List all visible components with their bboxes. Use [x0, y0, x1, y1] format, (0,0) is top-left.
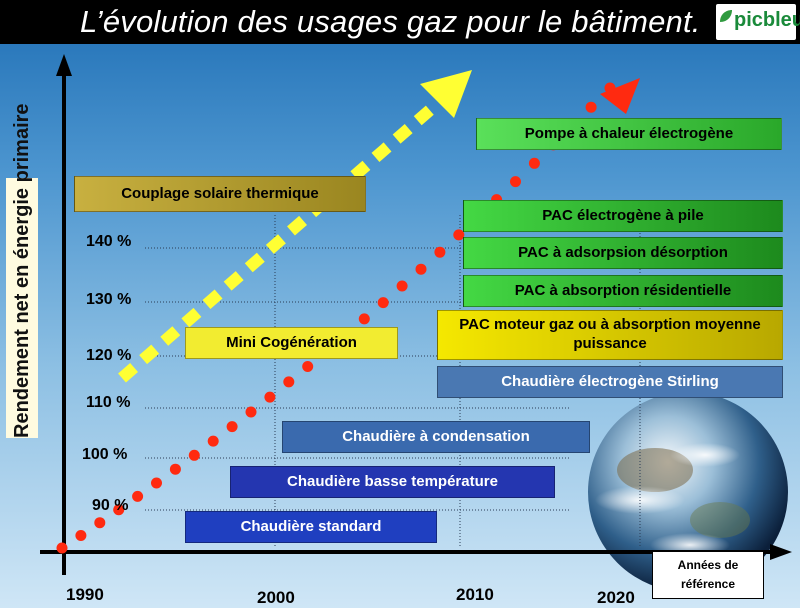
- bar-chaudiere-standard: Chaudière standard: [185, 511, 437, 543]
- curve-dot: [207, 435, 219, 447]
- bar-mini-cogeneration: Mini Cogénération: [185, 327, 398, 359]
- bar-pac-absorption-residentielle: PAC à absorption résidentielle: [463, 275, 783, 307]
- logo: picbleu: [716, 4, 800, 40]
- y-tick-90: 90 %: [92, 497, 129, 514]
- x-axis-arrow-icon: [770, 544, 792, 560]
- curve-dot: [188, 449, 200, 461]
- curve-dot: [56, 542, 68, 554]
- curve-dot: [302, 361, 314, 372]
- x-tick-2020: 2020: [597, 588, 635, 607]
- bar-chaudiere-basse-temperature: Chaudière basse température: [230, 466, 555, 498]
- y-tick-100: 100 %: [82, 446, 128, 463]
- curve-dot: [264, 391, 276, 403]
- y-axis-label: Rendement net en énergie primaire: [6, 103, 38, 438]
- curve-dot: [245, 406, 257, 418]
- curve-dot: [453, 229, 465, 241]
- bar-chaudiere-condensation: Chaudière à condensation: [282, 421, 590, 453]
- curve-dot: [94, 517, 106, 529]
- curve-dot: [283, 376, 295, 388]
- title-bar: L’évolution des usages gaz pour le bâtim…: [0, 0, 800, 44]
- red-arrowhead-icon: [600, 78, 640, 114]
- y-tick-120: 120 %: [86, 347, 132, 364]
- curve-dot: [585, 101, 597, 113]
- logo-text: picbleu: [734, 9, 800, 31]
- y-tick-130: 130 %: [86, 291, 132, 308]
- bar-chaudiere-stirling: Chaudière électrogène Stirling: [437, 366, 783, 398]
- bar-pac-moteur-gaz: PAC moteur gaz ou à absorption moyenne p…: [437, 310, 783, 360]
- curve-dot: [377, 297, 389, 309]
- page-title: L’évolution des usages gaz pour le bâtim…: [80, 4, 701, 39]
- bar-pac-electrogene-pile: PAC électrogène à pile: [463, 200, 783, 232]
- curve-dot: [226, 421, 238, 433]
- y-tick-140: 140 %: [86, 233, 132, 250]
- curve-dot: [113, 504, 125, 516]
- curve-dot: [604, 82, 616, 94]
- curve-dot: [528, 157, 540, 169]
- x-tick-1990: 1990: [66, 585, 104, 604]
- curve-dot: [434, 246, 446, 258]
- curve-dot: [358, 313, 370, 325]
- y-tick-110: 110 %: [86, 394, 131, 411]
- x-tick-2010: 2010: [456, 585, 494, 604]
- curve-dot: [169, 463, 181, 475]
- curve-dot: [151, 477, 162, 489]
- bar-couplage-solaire: Couplage solaire thermique: [74, 176, 366, 212]
- curve-dot: [396, 280, 408, 292]
- curve-dot: [510, 176, 521, 188]
- bar-pac-adsorption: PAC à adsorpsion désorption: [463, 237, 783, 269]
- y-axis-arrow-icon: [56, 54, 72, 76]
- curve-dot: [132, 490, 144, 502]
- x-tick-2000: 2000: [257, 588, 295, 607]
- bar-pompe-chaleur-electrogene: Pompe à chaleur électrogène: [476, 118, 782, 150]
- leaf-icon: [720, 10, 732, 22]
- curve-dot: [415, 263, 427, 275]
- yellow-arrowhead-icon: [420, 70, 472, 118]
- curve-dot: [75, 530, 87, 541]
- x-axis-label: Années de référence: [652, 551, 764, 599]
